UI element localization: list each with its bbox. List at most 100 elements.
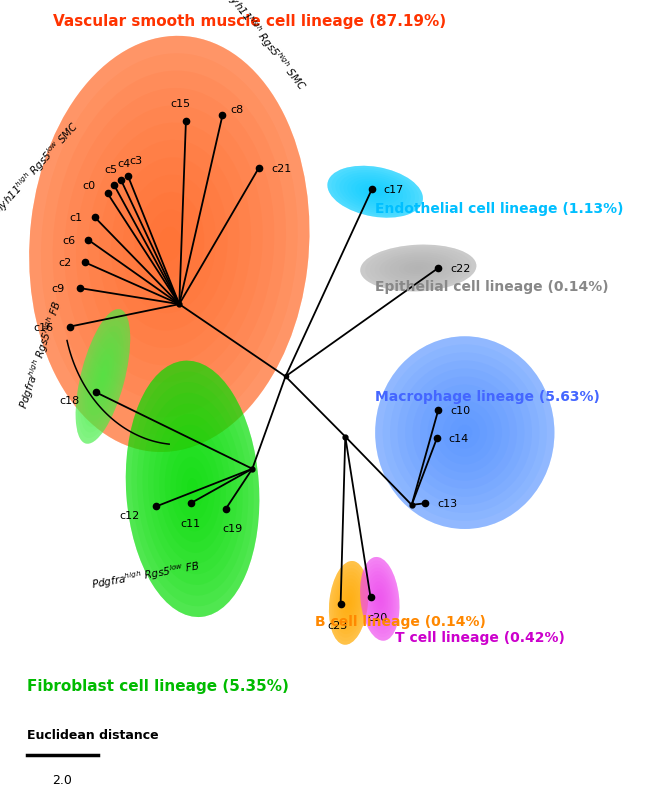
Ellipse shape bbox=[157, 227, 181, 262]
Text: Epithelial cell lineage (0.14%): Epithelial cell lineage (0.14%) bbox=[375, 279, 609, 294]
Text: Euclidean distance: Euclidean distance bbox=[27, 728, 158, 741]
Ellipse shape bbox=[378, 596, 381, 602]
Text: c2: c2 bbox=[58, 258, 72, 268]
Text: c8: c8 bbox=[230, 105, 244, 115]
Ellipse shape bbox=[64, 89, 274, 400]
Text: T cell lineage (0.42%): T cell lineage (0.42%) bbox=[395, 630, 565, 645]
Text: c0: c0 bbox=[82, 181, 96, 191]
Ellipse shape bbox=[376, 592, 383, 606]
Ellipse shape bbox=[329, 561, 369, 645]
Ellipse shape bbox=[181, 468, 204, 511]
Text: Vascular smooth muscle cell lineage (87.19%): Vascular smooth muscle cell lineage (87.… bbox=[53, 14, 446, 29]
Ellipse shape bbox=[373, 585, 386, 613]
Ellipse shape bbox=[337, 579, 360, 627]
Text: c21: c21 bbox=[271, 164, 291, 173]
Text: c5: c5 bbox=[104, 165, 118, 175]
Ellipse shape bbox=[347, 600, 350, 606]
Ellipse shape bbox=[361, 245, 476, 292]
Ellipse shape bbox=[359, 184, 391, 201]
Ellipse shape bbox=[29, 37, 309, 452]
Ellipse shape bbox=[365, 247, 471, 290]
Ellipse shape bbox=[370, 578, 390, 620]
Ellipse shape bbox=[362, 561, 398, 638]
Text: c1: c1 bbox=[70, 213, 83, 223]
Ellipse shape bbox=[92, 349, 114, 405]
Text: c23: c23 bbox=[327, 620, 347, 630]
Ellipse shape bbox=[389, 257, 448, 281]
Ellipse shape bbox=[327, 167, 423, 218]
Ellipse shape bbox=[371, 190, 379, 195]
Ellipse shape bbox=[98, 366, 108, 388]
Ellipse shape bbox=[159, 425, 226, 553]
Text: Macrophage lineage (5.63%): Macrophage lineage (5.63%) bbox=[375, 390, 600, 404]
Ellipse shape bbox=[457, 425, 472, 441]
Ellipse shape bbox=[375, 337, 554, 529]
Ellipse shape bbox=[345, 596, 352, 610]
Ellipse shape bbox=[360, 557, 400, 641]
Ellipse shape bbox=[89, 343, 117, 411]
Ellipse shape bbox=[176, 457, 209, 521]
Text: Pdgfra$^{high}$ Rgs5$^{high}$ FB: Pdgfra$^{high}$ Rgs5$^{high}$ FB bbox=[16, 298, 66, 411]
Ellipse shape bbox=[370, 249, 467, 288]
Ellipse shape bbox=[374, 251, 462, 286]
Ellipse shape bbox=[76, 106, 263, 383]
Ellipse shape bbox=[329, 561, 369, 645]
Ellipse shape bbox=[367, 188, 383, 196]
Ellipse shape bbox=[41, 54, 297, 435]
Text: c14: c14 bbox=[449, 434, 469, 444]
Text: Myh11$^{high}$ Rgs5$^{high}$ SMC: Myh11$^{high}$ Rgs5$^{high}$ SMC bbox=[220, 0, 309, 94]
Ellipse shape bbox=[404, 263, 433, 274]
Ellipse shape bbox=[365, 568, 394, 630]
Ellipse shape bbox=[334, 572, 363, 634]
Ellipse shape bbox=[414, 267, 423, 270]
Ellipse shape bbox=[187, 479, 198, 500]
Text: c10: c10 bbox=[450, 406, 470, 415]
Ellipse shape bbox=[131, 372, 254, 606]
Ellipse shape bbox=[170, 447, 215, 532]
Text: c6: c6 bbox=[62, 236, 75, 245]
Ellipse shape bbox=[341, 585, 357, 621]
Ellipse shape bbox=[347, 177, 403, 208]
Ellipse shape bbox=[344, 593, 353, 614]
Ellipse shape bbox=[369, 575, 391, 623]
Ellipse shape bbox=[80, 321, 125, 433]
Ellipse shape bbox=[29, 37, 309, 452]
Ellipse shape bbox=[96, 360, 110, 394]
Ellipse shape bbox=[435, 401, 495, 465]
Ellipse shape bbox=[405, 369, 525, 497]
Ellipse shape bbox=[343, 175, 407, 210]
Ellipse shape bbox=[394, 259, 442, 278]
Ellipse shape bbox=[408, 265, 428, 273]
Text: c16: c16 bbox=[33, 322, 53, 332]
Ellipse shape bbox=[134, 192, 205, 297]
Text: c19: c19 bbox=[222, 524, 242, 533]
Text: c22: c22 bbox=[450, 264, 471, 273]
Ellipse shape bbox=[101, 371, 105, 383]
Ellipse shape bbox=[335, 171, 415, 214]
Text: c20: c20 bbox=[367, 612, 387, 622]
Text: c18: c18 bbox=[60, 396, 80, 406]
Ellipse shape bbox=[420, 385, 510, 481]
Ellipse shape bbox=[327, 167, 423, 218]
Ellipse shape bbox=[372, 581, 388, 617]
Ellipse shape bbox=[331, 168, 419, 217]
Text: c12: c12 bbox=[120, 510, 139, 520]
Ellipse shape bbox=[146, 210, 193, 279]
Ellipse shape bbox=[76, 310, 130, 444]
Ellipse shape bbox=[153, 415, 232, 564]
Ellipse shape bbox=[442, 409, 487, 457]
Ellipse shape bbox=[125, 361, 260, 618]
Ellipse shape bbox=[143, 393, 242, 585]
Text: c9: c9 bbox=[52, 284, 65, 294]
Ellipse shape bbox=[361, 245, 476, 292]
Ellipse shape bbox=[165, 435, 220, 543]
Ellipse shape bbox=[428, 393, 502, 473]
Ellipse shape bbox=[88, 124, 251, 366]
Text: c11: c11 bbox=[181, 518, 201, 528]
Ellipse shape bbox=[125, 361, 260, 618]
Ellipse shape bbox=[148, 404, 237, 574]
Ellipse shape bbox=[99, 140, 240, 349]
Ellipse shape bbox=[355, 182, 395, 203]
Ellipse shape bbox=[342, 589, 355, 617]
Text: c15: c15 bbox=[171, 99, 191, 109]
